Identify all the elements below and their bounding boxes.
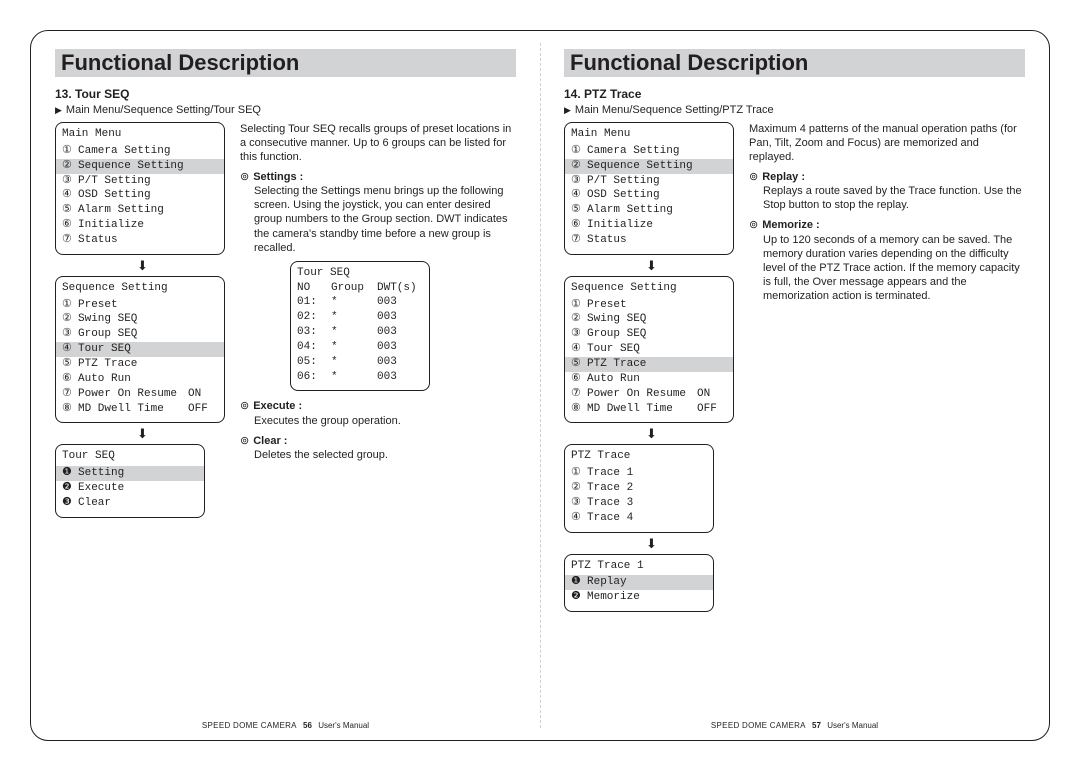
tour-seq-menu-box: Tour SEQ❶Setting❷Execute❸Clear [55, 444, 205, 517]
breadcrumb: Main Menu/Sequence Setting/PTZ Trace [564, 104, 1025, 116]
menu-item: ④Tour SEQ [56, 342, 224, 357]
menu-item: ⑥Initialize [565, 218, 733, 233]
menu-item: ③Group SEQ [565, 327, 733, 342]
menu-item: ⑥Auto Run [56, 372, 224, 387]
ptz-trace-menu-box: PTZ Trace①Trace 1②Trace 2③Trace 3④Trace … [564, 444, 714, 532]
section-heading: 13. Tour SEQ [55, 87, 516, 101]
header-bar-right: Functional Description [564, 49, 1025, 77]
page-right: Functional Description 14. PTZ Trace Mai… [540, 31, 1049, 740]
menu-item: ❶Setting [56, 466, 204, 481]
menu-item: ⑦Power On ResumeON [565, 387, 733, 402]
intro-text: Selecting Tour SEQ recalls groups of pre… [240, 122, 516, 164]
menu-title: PTZ Trace 1 [565, 559, 713, 576]
page-spread: Functional Description 13. Tour SEQ Main… [30, 30, 1050, 741]
menu-item: ④Tour SEQ [565, 342, 733, 357]
table-row: 01:*003 [297, 295, 423, 310]
clear-body: Deletes the selected group. [254, 448, 516, 462]
replay-body: Replays a route saved by the Trace funct… [763, 184, 1025, 212]
page-left: Functional Description 13. Tour SEQ Main… [31, 31, 540, 740]
header-title: Functional Description [570, 50, 808, 76]
menu-item: ①Preset [56, 298, 224, 313]
sequence-menu-box: Sequence Setting①Preset②Swing SEQ③Group … [564, 276, 734, 424]
memorize-label: Memorize : [749, 218, 1025, 232]
memorize-body: Up to 120 seconds of a memory can be sav… [763, 233, 1025, 303]
tour-table-title: Tour SEQ [297, 266, 423, 281]
menu-item: ②Sequence Setting [565, 159, 733, 174]
section-heading: 14. PTZ Trace [564, 87, 1025, 101]
table-row: 03:*003 [297, 325, 423, 340]
breadcrumb: Main Menu/Sequence Setting/Tour SEQ [55, 104, 516, 116]
settings-label: Settings : [240, 170, 516, 184]
menu-item: ❷Execute [56, 481, 204, 496]
text-column: Selecting Tour SEQ recalls groups of pre… [240, 122, 516, 522]
sequence-menu-box: Sequence Setting①Preset②Swing SEQ③Group … [55, 276, 225, 424]
ptz-trace1-menu-box: PTZ Trace 1❶Replay❷Memorize [564, 554, 714, 613]
menu-item: ②Trace 2 [565, 481, 713, 496]
tour-seq-table: Tour SEQ NO Group DWT(s) 01:*00302:*0030… [290, 261, 430, 392]
footer-right: SPEED DOME CAMERA 57 User's Manual [540, 721, 1049, 730]
menu-item: ⑥Auto Run [565, 372, 733, 387]
menu-item: ⑦Status [565, 233, 733, 248]
menu-item: ⑤Alarm Setting [565, 203, 733, 218]
menu-title: Sequence Setting [565, 281, 733, 298]
text-column: Maximum 4 patterns of the manual operati… [749, 122, 1025, 616]
menu-item: ③P/T Setting [565, 174, 733, 189]
menu-column: Main Menu①Camera Setting②Sequence Settin… [564, 122, 739, 616]
arrow-down-icon: ⬇ [55, 427, 230, 441]
menu-item: ③Trace 3 [565, 496, 713, 511]
tour-table-header: NO Group DWT(s) [297, 281, 423, 296]
menu-item: ⑦Power On ResumeON [56, 387, 224, 402]
menu-item: ⑤PTZ Trace [56, 357, 224, 372]
menu-item: ❷Memorize [565, 590, 713, 605]
menu-item: ④OSD Setting [565, 188, 733, 203]
execute-label: Execute : [240, 399, 516, 413]
arrow-down-icon: ⬇ [564, 427, 739, 441]
footer-left: SPEED DOME CAMERA 56 User's Manual [31, 721, 540, 730]
menu-item: ①Camera Setting [565, 144, 733, 159]
menu-title: Main Menu [565, 127, 733, 144]
menu-item: ②Swing SEQ [56, 312, 224, 327]
menu-title: Sequence Setting [56, 281, 224, 298]
menu-item: ②Sequence Setting [56, 159, 224, 174]
menu-item: ③P/T Setting [56, 174, 224, 189]
menu-title: Tour SEQ [56, 449, 204, 466]
header-bar-left: Functional Description [55, 49, 516, 77]
menu-item: ⑤PTZ Trace [565, 357, 733, 372]
menu-item: ④OSD Setting [56, 188, 224, 203]
table-row: 06:*003 [297, 370, 423, 385]
menu-item: ①Trace 1 [565, 466, 713, 481]
menu-item: ⑧MD Dwell TimeOFF [565, 402, 733, 417]
table-row: 02:*003 [297, 310, 423, 325]
arrow-down-icon: ⬇ [564, 259, 739, 273]
arrow-down-icon: ⬇ [564, 537, 739, 551]
menu-item: ⑥Initialize [56, 218, 224, 233]
menu-item: ②Swing SEQ [565, 312, 733, 327]
menu-item: ❸Clear [56, 496, 204, 511]
menu-title: Main Menu [56, 127, 224, 144]
menu-column: Main Menu①Camera Setting②Sequence Settin… [55, 122, 230, 522]
menu-item: ③Group SEQ [56, 327, 224, 342]
settings-body: Selecting the Settings menu brings up th… [254, 184, 516, 254]
execute-body: Executes the group operation. [254, 414, 516, 428]
table-row: 04:*003 [297, 340, 423, 355]
intro-text: Maximum 4 patterns of the manual operati… [749, 122, 1025, 164]
menu-item: ④Trace 4 [565, 511, 713, 526]
arrow-down-icon: ⬇ [55, 259, 230, 273]
menu-item: ⑧MD Dwell TimeOFF [56, 402, 224, 417]
menu-item: ❶Replay [565, 575, 713, 590]
menu-item: ⑦Status [56, 233, 224, 248]
menu-item: ⑤Alarm Setting [56, 203, 224, 218]
main-menu-box: Main Menu①Camera Setting②Sequence Settin… [564, 122, 734, 255]
table-row: 05:*003 [297, 355, 423, 370]
menu-item: ①Camera Setting [56, 144, 224, 159]
clear-label: Clear : [240, 434, 516, 448]
menu-item: ①Preset [565, 298, 733, 313]
menu-title: PTZ Trace [565, 449, 713, 466]
main-menu-box: Main Menu①Camera Setting②Sequence Settin… [55, 122, 225, 255]
replay-label: Replay : [749, 170, 1025, 184]
header-title: Functional Description [61, 50, 299, 76]
